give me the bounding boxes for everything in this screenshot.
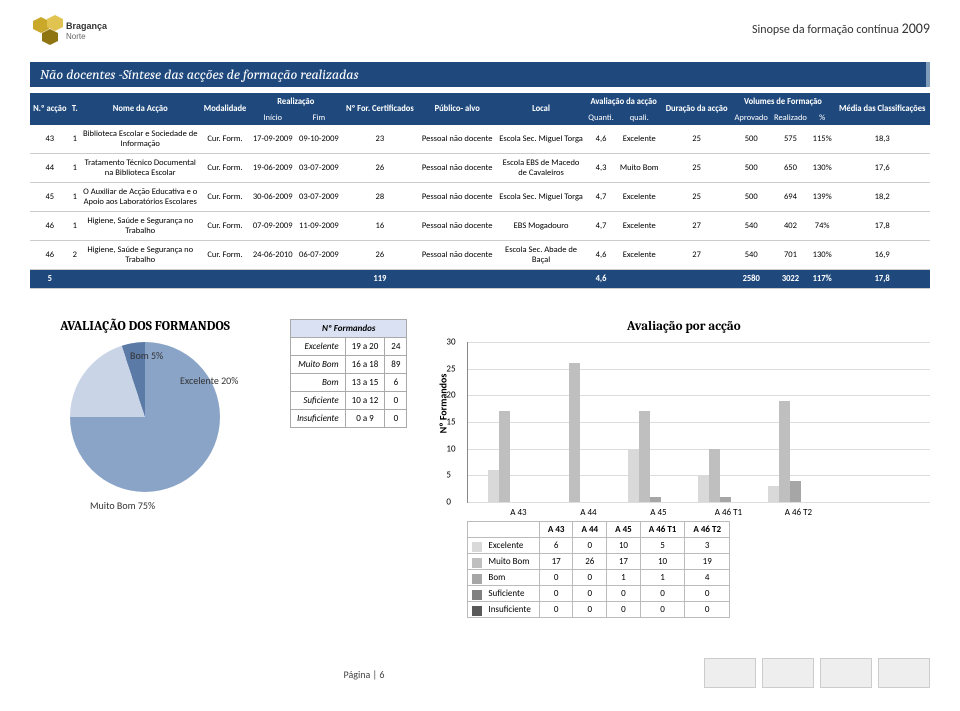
mini-header: Nº Formandos [291, 320, 407, 338]
header-year: 2009 [902, 20, 930, 37]
legend-row: Muito Bom1726171019 [468, 554, 730, 570]
legend-row: Bom00114 [468, 570, 730, 586]
table-row: 461Higiene, Saúde e Segurança no Trabalh… [30, 212, 930, 241]
pie-label-muitobom: Muito Bom 75% [90, 499, 155, 512]
th-pct: % [810, 111, 834, 125]
th-avaliacao: Avaliação da acção [585, 93, 661, 111]
th-modalidade: Modalidade [200, 93, 249, 125]
table-row: 441Tratamento Técnico Documental na Bibl… [30, 154, 930, 183]
th-publico: Público- alvo [418, 93, 497, 125]
th-n-accao: N.º acção [30, 93, 70, 125]
mini-table-row: Excelente19 a 2024 [291, 338, 407, 356]
section-title: Não docentes -Síntese das acções de form… [30, 62, 930, 87]
mini-table-row: Suficiente10 a 120 [291, 392, 407, 410]
pie-chart [70, 342, 220, 492]
bar-chart-block: Avaliação por acção Nº Formandos 0510152… [437, 319, 930, 618]
th-realizado: Realizado [771, 111, 810, 125]
table-row: 451O Auxiliar de Acção Educativa e o Apo… [30, 183, 930, 212]
pie-title: AVALIAÇÃO DOS FORMANDOS [30, 319, 260, 334]
legend-row: Excelente601053 [468, 538, 730, 554]
mini-table-row: Muito Bom16 a 1889 [291, 356, 407, 374]
formandos-count-table: Nº Formandos Excelente19 a 2024Muito Bom… [290, 319, 407, 428]
bar-title: Avaliação por acção [437, 319, 930, 334]
th-volumes: Volumes de Formação [731, 93, 834, 111]
th-nome: Nome da Acção [80, 93, 200, 125]
th-nfor: Nº For. Certificados [342, 93, 418, 125]
th-quanti: Quanti. [585, 111, 616, 125]
th-inicio: Início [250, 111, 296, 125]
th-local: Local [497, 93, 586, 125]
footer-logos [698, 658, 930, 691]
page-footer: Página | 6 [30, 658, 930, 691]
th-duracao: Duração da acção [662, 93, 732, 125]
pie-label-bom: Bom 5% [130, 349, 163, 362]
legend-row: Insuficiente00000 [468, 602, 730, 618]
pie-label-excelente: Excelente 20% [180, 374, 238, 387]
mini-table-row: Insuficiente0 a 90 [291, 410, 407, 428]
header-title: Sinopse da formação contínua [752, 23, 899, 37]
pie-chart-block: AVALIAÇÃO DOS FORMANDOS Muito Bom 75% Ex… [30, 319, 260, 492]
mini-table-row: Bom13 a 156 [291, 374, 407, 392]
page-header: Sinopse da formação contínua 2009 [30, 20, 930, 37]
mini-table-block: Nº Formandos Excelente19 a 2024Muito Bom… [290, 319, 407, 428]
th-media: Média das Classificações [834, 93, 930, 125]
svg-text:Bragança: Bragança [66, 21, 108, 31]
th-aprovado: Aprovado [731, 111, 771, 125]
bar-legend-table: A 43A 44A 45A 46 T1A 46 T2Excelente60105… [467, 521, 730, 618]
th-t: T. [70, 93, 80, 125]
th-realizacao: Realização [250, 93, 342, 111]
th-fim: Fim [296, 111, 342, 125]
legend-row: Suficiente00000 [468, 586, 730, 602]
page-number: Página | 6 [344, 668, 385, 681]
table-row: 462Higiene, Saúde e Segurança no Trabalh… [30, 241, 930, 270]
brand-logo: Bragança Norte [30, 15, 110, 54]
table-row: 431Biblioteca Escolar e Sociedade de Inf… [30, 125, 930, 154]
bar-chart: Nº Formandos 051015202530A 43A 44A 45A 4… [467, 342, 930, 503]
table-total-row: 51194,625803022117%17,8 [30, 270, 930, 289]
actions-table: N.º acção T. Nome da Acção Modalidade Re… [30, 93, 930, 289]
th-quali: quali. [617, 111, 662, 125]
svg-text:Norte: Norte [66, 32, 86, 41]
